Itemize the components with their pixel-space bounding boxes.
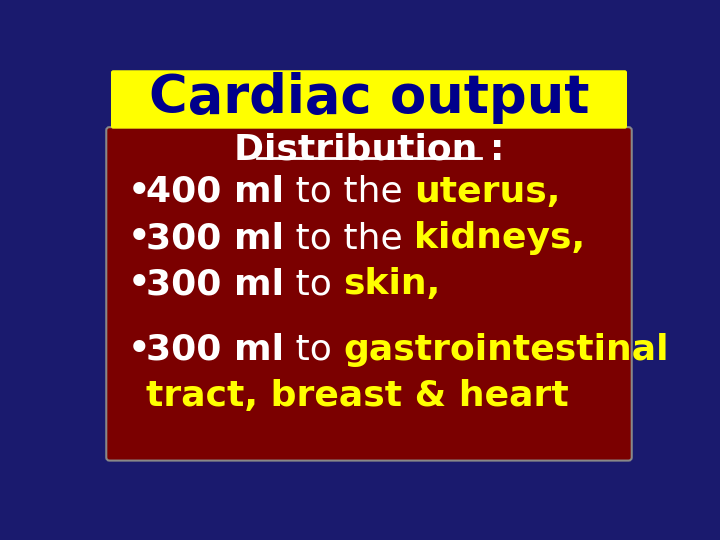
Text: to the: to the [284,175,414,209]
Text: •: • [127,263,152,305]
Text: •: • [127,329,152,370]
FancyBboxPatch shape [107,127,631,461]
Text: uterus,: uterus, [414,175,560,209]
Text: •: • [127,171,152,213]
Text: gastrointestinal: gastrointestinal [343,333,669,367]
Text: to the: to the [284,221,414,255]
Text: 300 ml: 300 ml [145,221,284,255]
Text: Distribution :: Distribution : [234,132,504,166]
FancyBboxPatch shape [112,71,626,128]
Text: kidneys,: kidneys, [414,221,585,255]
Text: skin,: skin, [343,267,441,301]
Text: 300 ml: 300 ml [145,333,284,367]
Text: tract, breast & heart: tract, breast & heart [145,379,569,413]
Text: Cardiac output: Cardiac output [149,72,589,124]
Text: 400 ml: 400 ml [145,175,284,209]
Text: 300 ml: 300 ml [145,267,284,301]
Text: to: to [284,267,343,301]
Text: •: • [127,217,152,259]
Text: to: to [284,333,343,367]
